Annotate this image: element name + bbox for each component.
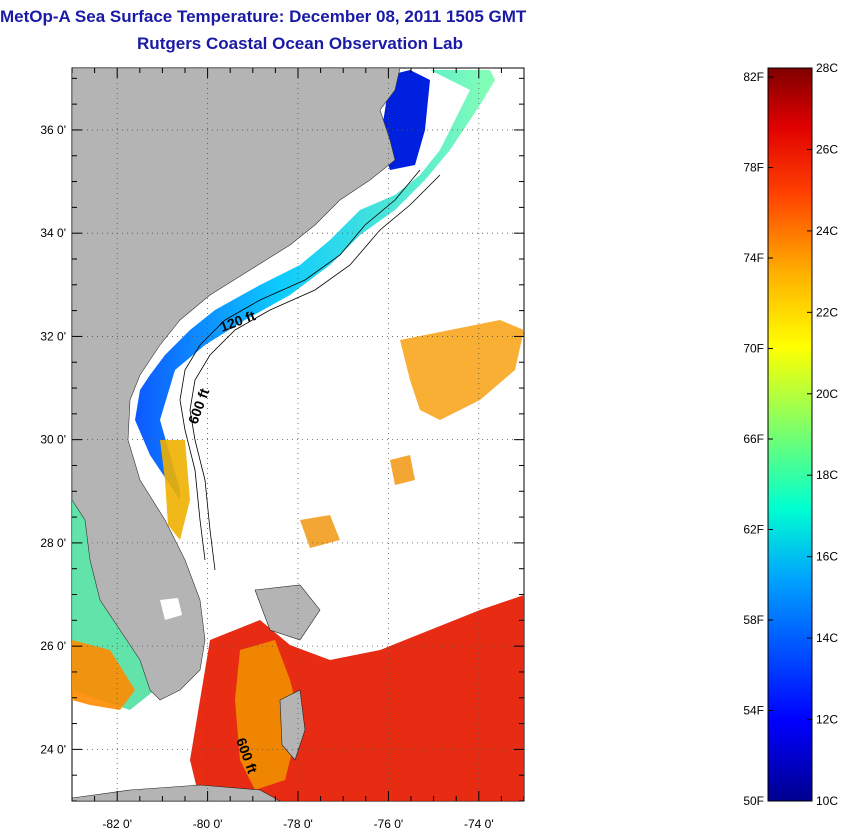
lat-tick-label: 24 0'	[40, 742, 66, 756]
map-title: MetOp-A Sea Surface Temperature: Decembe…	[0, 7, 527, 26]
colorbar-f-label: 54F	[743, 704, 764, 718]
lon-tick-label: -80 0'	[193, 817, 223, 831]
lon-tick-label: -78 0'	[283, 817, 313, 831]
colorbar-fahrenheit-labels: 82F 78F 74F 70F 66F 62F 58F 54F 50F	[743, 70, 764, 808]
contour-600ft	[189, 174, 441, 571]
lat-tick-label: 30 0'	[40, 433, 66, 447]
colorbar-ticks	[768, 67, 812, 802]
colorbar-c-label: 26C	[816, 142, 838, 156]
lat-tick-label: 34 0'	[40, 226, 66, 240]
land-cuba	[72, 784, 281, 801]
colorbar-f-label: 62F	[743, 523, 764, 537]
sst-offshore-patch-3	[300, 515, 340, 548]
contour-120ft	[179, 169, 421, 561]
colorbar-f-label: 66F	[743, 432, 764, 446]
sst-offshore-patch-4	[390, 455, 415, 485]
colorbar-c-label: 14C	[816, 631, 838, 645]
lon-tick-label: -82 0'	[102, 817, 132, 831]
lon-tick-label: -76 0'	[374, 817, 404, 831]
colorbar-f-label: 74F	[743, 251, 764, 265]
sst-offshore-patch-1	[400, 320, 524, 420]
sst-gulf-warm	[72, 640, 135, 710]
colorbar-f-label: 70F	[743, 342, 764, 356]
colorbar-c-label: 22C	[816, 305, 838, 319]
colorbar-c-label: 10C	[816, 794, 838, 808]
colorbar-f-label: 50F	[743, 794, 764, 808]
sst-offshore-patch-2	[160, 440, 190, 540]
latitude-labels: 36 0' 34 0' 32 0' 30 0' 28 0' 26 0' 24 0'	[40, 123, 66, 756]
colorbar-c-label: 24C	[816, 224, 838, 238]
colorbar-c-label: 28C	[816, 61, 838, 75]
land-lake	[160, 598, 182, 620]
lat-tick-label: 32 0'	[40, 329, 66, 343]
colorbar-f-label: 82F	[743, 70, 764, 84]
colorbar-f-label: 58F	[743, 613, 764, 627]
axis-ticks	[71, 68, 525, 802]
lat-tick-label: 26 0'	[40, 639, 66, 653]
longitude-labels: -82 0' -80 0' -78 0' -76 0' -74 0'	[102, 817, 493, 831]
lon-tick-label: -74 0'	[464, 817, 494, 831]
colorbar-c-label: 18C	[816, 468, 838, 482]
map-subtitle: Rutgers Coastal Ocean Observation Lab	[137, 34, 463, 53]
colorbar-celsius-labels: 28C 26C 24C 22C 20C 18C 16C 14C 12C 10C	[816, 61, 838, 808]
grid-lines	[72, 68, 524, 801]
map-content	[72, 68, 524, 801]
lat-tick-label: 28 0'	[40, 536, 66, 550]
colorbar-f-label: 78F	[743, 161, 764, 175]
colorbar-c-label: 20C	[816, 387, 838, 401]
sst-coastal-band	[135, 70, 495, 500]
land-bahamas-2	[279, 689, 306, 761]
colorbar-c-label: 16C	[816, 550, 838, 564]
colorbar	[767, 67, 813, 802]
colorbar-c-label: 12C	[816, 713, 838, 727]
sst-bahamas-orange	[235, 640, 300, 790]
land-bahamas-1	[254, 584, 321, 641]
sst-sound-water	[380, 70, 430, 170]
lat-tick-label: 36 0'	[40, 123, 66, 137]
